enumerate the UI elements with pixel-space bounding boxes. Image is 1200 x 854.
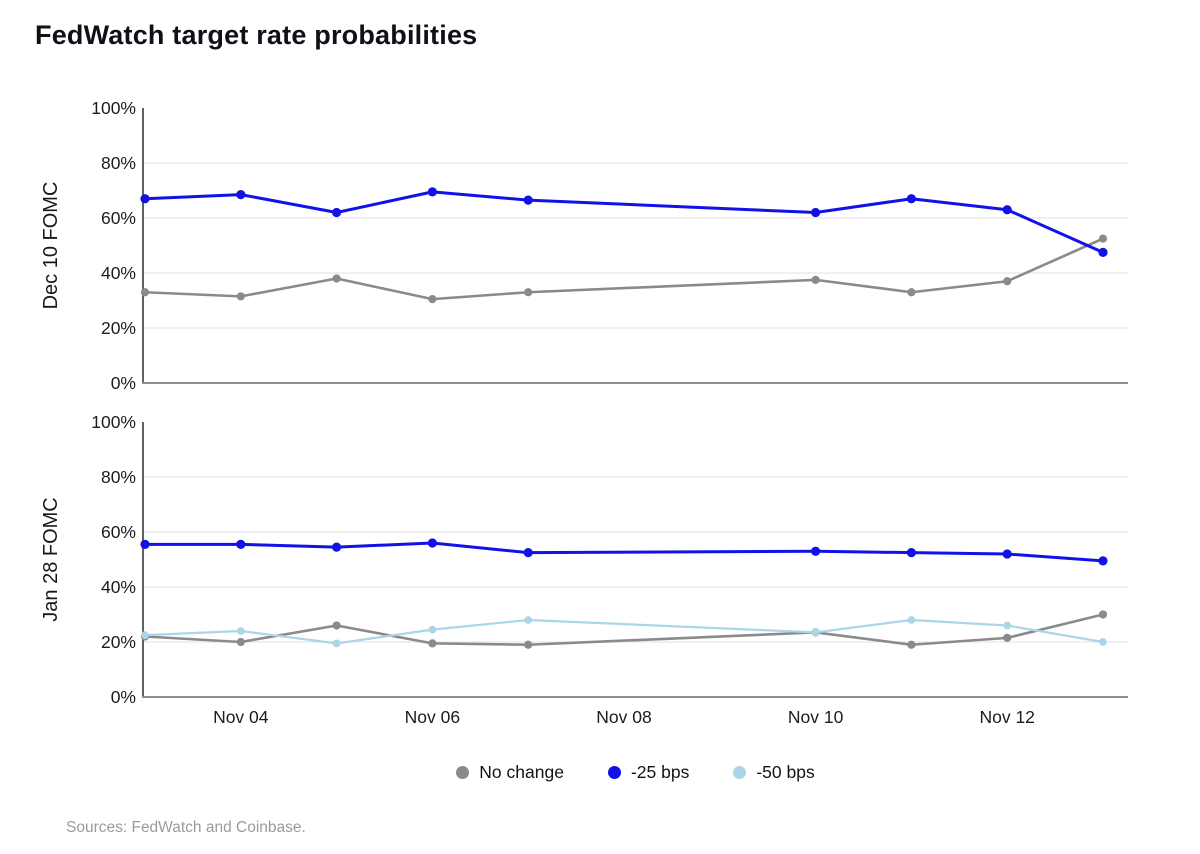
-25-bps-point xyxy=(332,207,342,218)
-25-bps-point xyxy=(427,187,437,197)
legend-label-minus-50bps: -50 bps xyxy=(756,762,815,782)
legend-dot-minus-25bps xyxy=(607,766,621,779)
page-title: FedWatch target rate probabilities xyxy=(35,20,478,50)
-25-bps-line xyxy=(143,190,1105,254)
no-change-point xyxy=(1098,610,1108,619)
fedwatch-chart: 0% 20% 40% 60% 80% 100% Dec 10 FOMC 0% 20% 40% 60%… xyxy=(40,98,1128,727)
source-note: Sources: FedWatch and Coinbase. xyxy=(66,819,306,836)
-50-bps-point xyxy=(811,628,820,637)
-25-bps-point xyxy=(427,538,437,548)
legend-dot-no-change xyxy=(456,766,470,779)
y-tick-label: 60% xyxy=(101,522,136,542)
legend-item-minus-50bps: -50 bps xyxy=(733,762,815,783)
legend-dot-minus-50bps xyxy=(733,766,747,779)
no-change-point xyxy=(140,288,150,297)
legend-item-no-change: No change xyxy=(456,762,564,783)
legend-item-minus-25bps: -25 bps xyxy=(607,762,690,783)
legend-label-no-change: No change xyxy=(479,762,564,782)
no-change-point xyxy=(907,288,916,297)
-25-bps-line xyxy=(143,541,1105,563)
y-tick-label: 80% xyxy=(101,153,136,173)
no-change-point xyxy=(907,640,916,649)
x-tick-label: Nov 08 xyxy=(596,707,651,727)
-25-bps-point xyxy=(1098,247,1108,257)
-25-bps-point xyxy=(811,546,821,556)
y-tick-label: 100% xyxy=(91,98,136,118)
y-tick-label: 20% xyxy=(101,632,136,652)
-25-bps-point xyxy=(906,194,917,204)
-25-bps-point xyxy=(523,548,533,558)
-25-bps-point xyxy=(523,195,533,205)
x-tick-label: Nov 06 xyxy=(405,707,460,727)
y-tick-label: 20% xyxy=(101,318,136,338)
no-change-point xyxy=(428,295,437,304)
no-change-point xyxy=(332,274,341,283)
no-change-point xyxy=(1003,277,1012,286)
y-tick-label: 40% xyxy=(101,263,136,283)
no-change-point xyxy=(1003,633,1012,642)
-50-bps-point xyxy=(332,639,341,648)
-25-bps-point xyxy=(906,548,917,558)
no-change-point xyxy=(332,621,341,630)
-25-bps-point xyxy=(1098,556,1108,566)
no-change-point xyxy=(428,639,437,648)
no-change-line xyxy=(143,237,1105,301)
no-change-point xyxy=(811,275,820,284)
x-axis-labels: Nov 04 Nov 06 Nov 08 Nov 10 Nov 12 xyxy=(213,707,1035,727)
-25-bps-point xyxy=(140,194,150,204)
-50-bps-point xyxy=(236,627,245,635)
no-change-point xyxy=(236,292,245,301)
no-change-point xyxy=(236,637,245,647)
x-tick-label: Nov 04 xyxy=(213,707,269,727)
-25-bps-point xyxy=(140,539,150,549)
-50-bps-point xyxy=(1003,621,1012,630)
dec10-fomc-axis-title: Dec 10 FOMC xyxy=(40,182,62,310)
jan28-fomc-axis-title: Jan 28 FOMC xyxy=(40,497,62,621)
x-tick-label: Nov 10 xyxy=(788,707,844,727)
chart-legend: No change -25 bps -50 bps xyxy=(143,762,1128,783)
-50-bps-point xyxy=(1099,638,1107,646)
y-tick-label: 80% xyxy=(101,467,136,487)
-50-bps-point xyxy=(907,616,916,624)
y-tick-label: 60% xyxy=(101,208,136,228)
no-change-line xyxy=(143,613,1105,647)
-25-bps-point xyxy=(236,539,246,549)
-50-bps-point xyxy=(524,616,533,624)
-25-bps-point xyxy=(1002,549,1012,559)
legend-label-minus-25bps: -25 bps xyxy=(630,762,690,782)
-25-bps-point xyxy=(1002,205,1012,215)
y-tick-label: 100% xyxy=(91,412,136,432)
dec10-fomc-panel: 0% 20% 40% 60% 80% 100% Dec 10 FOMC xyxy=(40,98,1128,393)
-25-bps-point xyxy=(332,542,342,552)
-25-bps-point xyxy=(811,207,821,218)
-50-bps-point xyxy=(428,625,437,634)
no-change-point xyxy=(524,288,533,297)
y-tick-label: 0% xyxy=(111,687,136,707)
y-tick-label: 40% xyxy=(101,577,136,597)
x-tick-label: Nov 12 xyxy=(979,707,1034,727)
-50-bps-point xyxy=(141,631,149,640)
y-tick-label: 0% xyxy=(111,373,136,393)
-25-bps-point xyxy=(236,190,246,200)
no-change-point xyxy=(1098,234,1108,243)
no-change-point xyxy=(524,640,533,649)
jan28-fomc-panel: 0% 20% 40% 60% 80% 100% Jan 28 FOMC xyxy=(40,412,1128,707)
